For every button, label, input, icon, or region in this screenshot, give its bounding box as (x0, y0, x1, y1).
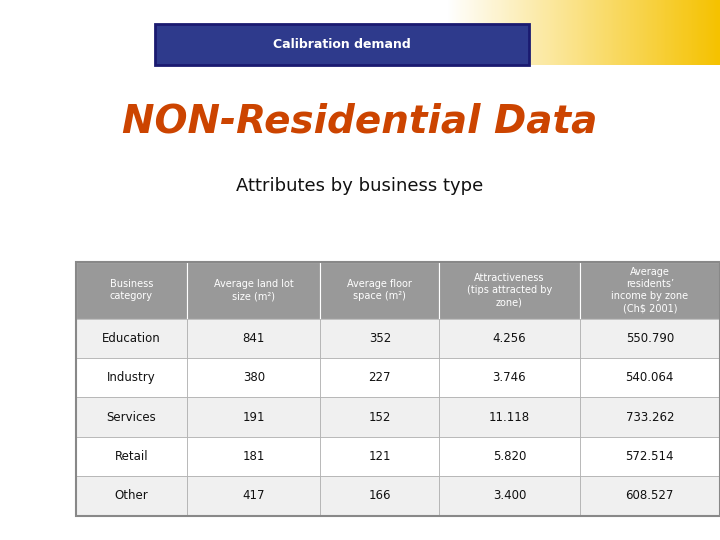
Text: 841: 841 (243, 332, 265, 345)
Text: 227: 227 (369, 371, 391, 384)
Text: Attributes by business type: Attributes by business type (236, 177, 484, 195)
Text: 152: 152 (369, 410, 391, 424)
Text: Business
category: Business category (109, 279, 153, 301)
Text: 540.064: 540.064 (626, 371, 674, 384)
Text: 417: 417 (243, 489, 265, 503)
Text: Industry: Industry (107, 371, 156, 384)
Text: Average floor
space (m²): Average floor space (m²) (347, 279, 413, 301)
Text: 3.400: 3.400 (492, 489, 526, 503)
Text: Attractiveness
(tips attracted by
zone): Attractiveness (tips attracted by zone) (467, 273, 552, 308)
Text: 191: 191 (243, 410, 265, 424)
Text: 572.514: 572.514 (626, 450, 674, 463)
Text: 3.746: 3.746 (492, 371, 526, 384)
Text: Services: Services (107, 410, 156, 424)
Text: 550.790: 550.790 (626, 332, 674, 345)
Text: 166: 166 (369, 489, 391, 503)
Text: NON-Residential Data: NON-Residential Data (122, 103, 598, 140)
Text: 608.527: 608.527 (626, 489, 674, 503)
Text: Other: Other (114, 489, 148, 503)
Text: 5.820: 5.820 (492, 450, 526, 463)
Text: 733.262: 733.262 (626, 410, 674, 424)
Text: Average
residents’
income by zone
(Ch$ 2001): Average residents’ income by zone (Ch$ 2… (611, 267, 688, 314)
Text: 380: 380 (243, 371, 265, 384)
Text: Retail: Retail (114, 450, 148, 463)
Text: Education: Education (102, 332, 161, 345)
Text: 4.256: 4.256 (492, 332, 526, 345)
Text: Average land lot
size (m²): Average land lot size (m²) (214, 279, 294, 301)
Text: 11.118: 11.118 (489, 410, 530, 424)
Text: 352: 352 (369, 332, 391, 345)
Text: 121: 121 (369, 450, 391, 463)
Text: Calibration demand: Calibration demand (273, 38, 411, 51)
Text: 181: 181 (243, 450, 265, 463)
